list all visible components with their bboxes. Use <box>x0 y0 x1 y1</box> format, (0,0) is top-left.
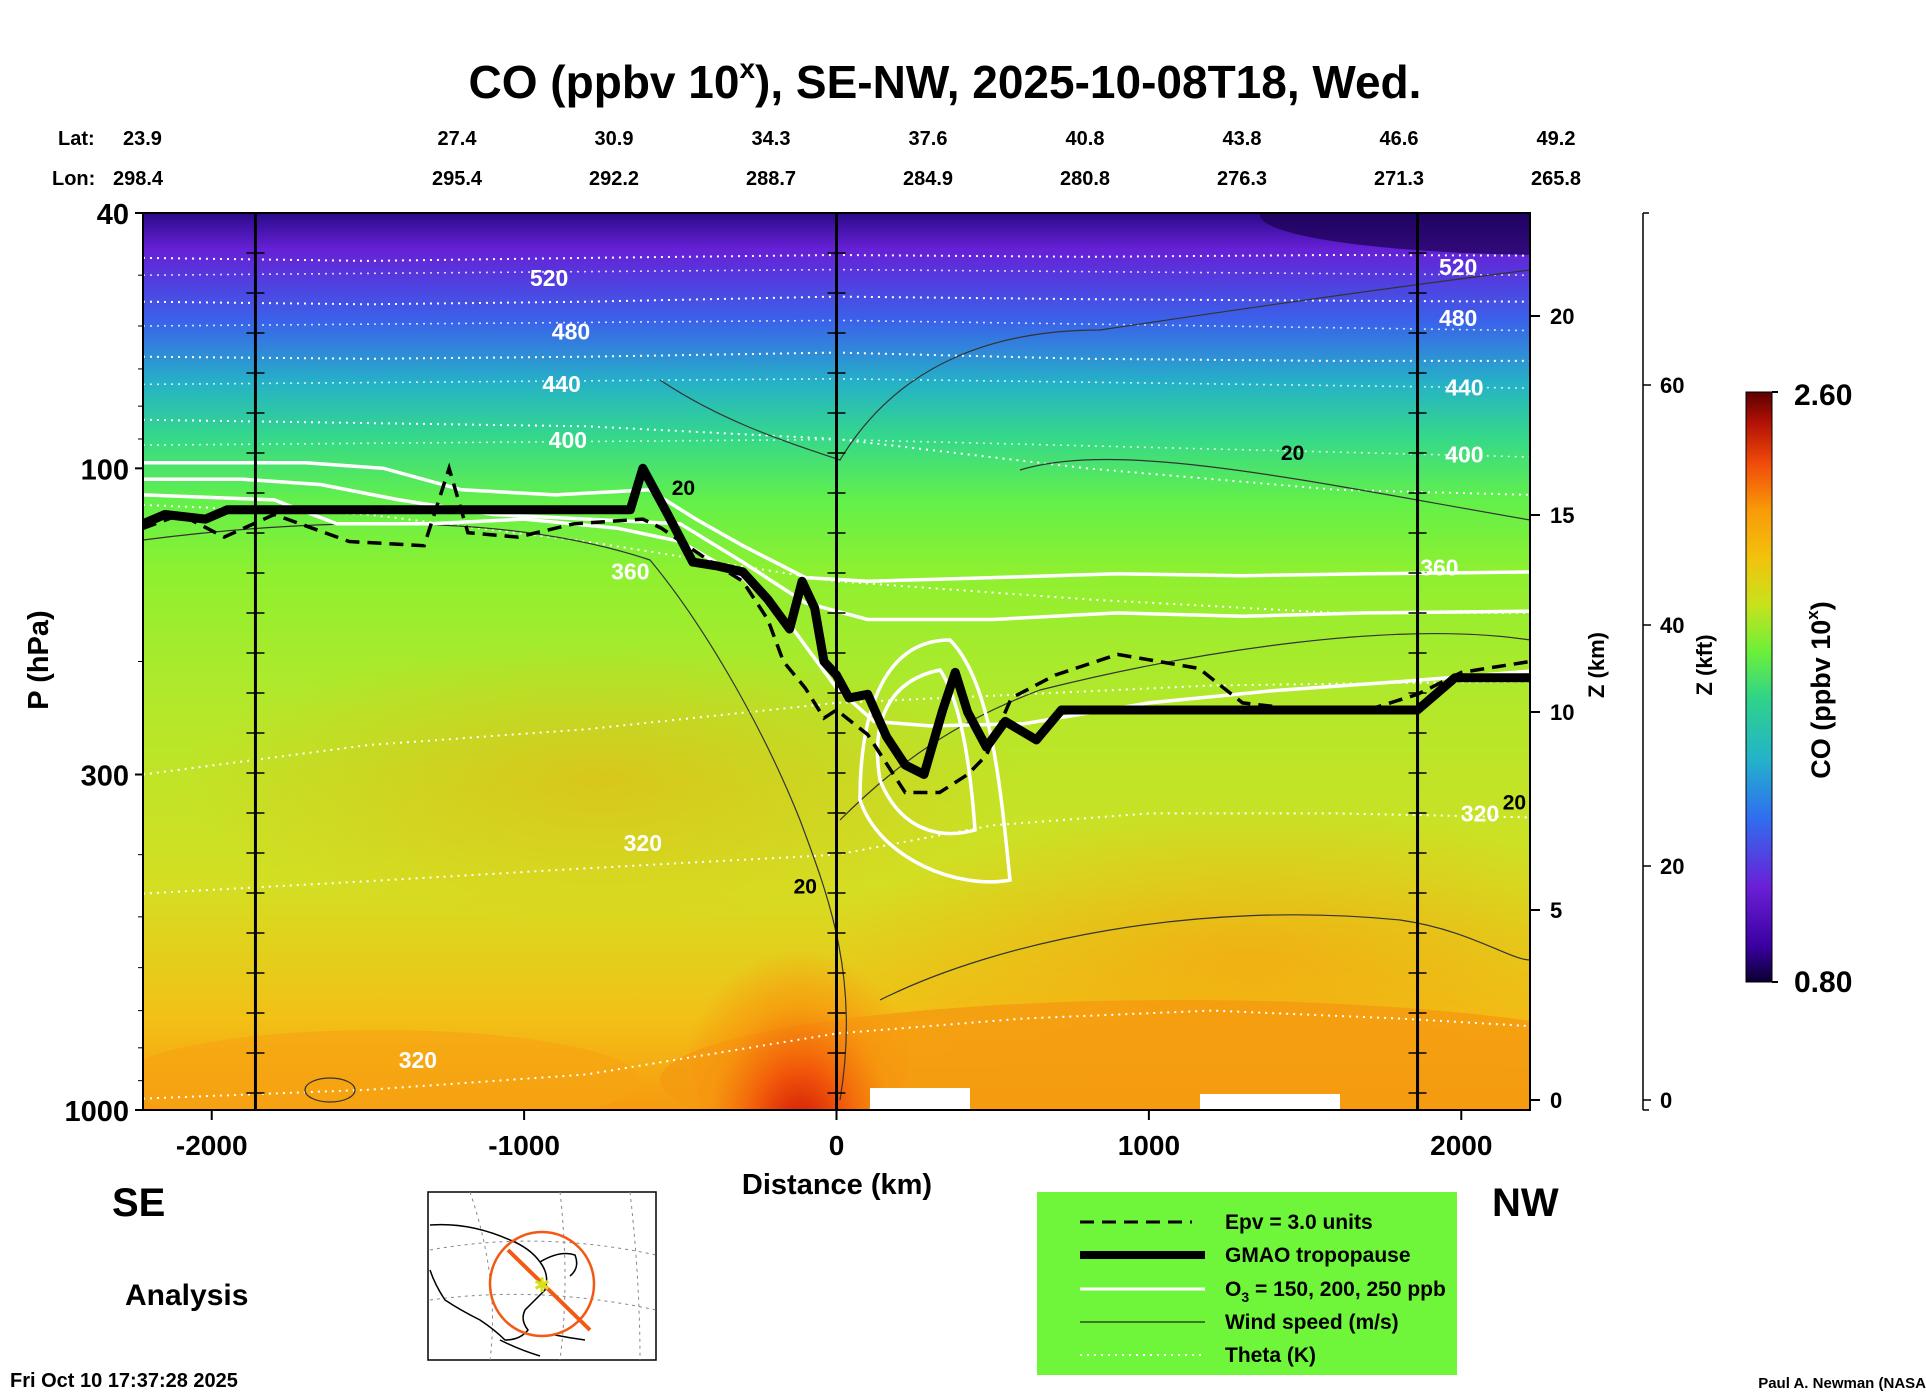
lat-value: 27.4 <box>438 128 478 150</box>
lon-value: 284.9 <box>903 168 953 190</box>
theta-label: 360 <box>611 558 649 584</box>
lon-value: 265.8 <box>1531 168 1581 190</box>
lat-value: 46.6 <box>1380 128 1419 150</box>
inset-map: ✱ <box>427 1191 657 1361</box>
x-tick-label: 0 <box>829 1130 845 1161</box>
wind-contour <box>1019 458 1530 521</box>
legend-item-theta: Theta (K) <box>1225 1344 1316 1367</box>
lat-value: 34.3 <box>752 128 791 150</box>
center-marker-icon: ✱ <box>534 1273 551 1297</box>
lat-value: 30.9 <box>595 128 634 150</box>
theta-label: 520 <box>530 265 568 291</box>
z-tick-label: 15 <box>1550 503 1574 528</box>
x-tick-label: 1000 <box>1118 1130 1180 1161</box>
gmao-tropopause-line <box>143 463 1530 779</box>
zkft-tick-label: 40 <box>1660 613 1684 638</box>
z-km-axis-label: Z (km) <box>1584 632 1609 698</box>
theta-label: 440 <box>542 371 580 397</box>
theta-label: 520 <box>1439 254 1477 280</box>
o3-contour <box>143 460 1530 584</box>
wind-speed-label: 20 <box>1503 791 1526 814</box>
colorbar-label: CO (ppbv 10x) <box>1803 601 1836 779</box>
nw-direction-label: NW <box>1492 1181 1559 1225</box>
domain-circle <box>488 1230 596 1338</box>
z-kft-axis-label: Z (kft) <box>1692 634 1717 695</box>
lon-value: 298.4 <box>113 168 164 190</box>
section-path <box>506 1248 592 1332</box>
wind-contour <box>304 1077 356 1103</box>
legend-item-tropopause: GMAO tropopause <box>1225 1244 1411 1267</box>
z-tick-label: 10 <box>1550 700 1574 725</box>
lat-value: 43.8 <box>1223 128 1262 150</box>
theta-label: 360 <box>1420 555 1458 581</box>
theta-label: 480 <box>1439 305 1477 331</box>
x-tick-label: -1000 <box>488 1130 560 1161</box>
wind-speed-label: 20 <box>1281 442 1304 465</box>
zkft-tick-label: 20 <box>1660 854 1684 879</box>
wind-speed-label: 20 <box>794 876 817 899</box>
colorbar <box>1745 391 1773 983</box>
wind-speed-label: 20 <box>672 477 695 500</box>
lat-value: 23.9 <box>123 128 162 150</box>
lat-value: 37.6 <box>909 128 948 150</box>
wind-contour <box>659 269 1530 461</box>
o3-contour <box>875 668 977 836</box>
theta-contour <box>143 503 1530 614</box>
colorbar-max-label: 2.60 <box>1794 379 1852 412</box>
o3-contour <box>143 477 1530 622</box>
lon-value: 280.8 <box>1060 168 1110 190</box>
footer-credit: Paul A. Newman (NASA <box>1758 1375 1926 1392</box>
theta-contour <box>143 680 1530 776</box>
z-tick-label: 20 <box>1550 304 1574 329</box>
theta-label: 320 <box>624 830 662 856</box>
theta-label: 480 <box>552 319 590 345</box>
theta-label: 320 <box>399 1047 437 1073</box>
theta-label: 320 <box>1461 800 1499 826</box>
p-tick-label: 300 <box>81 760 129 792</box>
x-axis-label: Distance (km) <box>742 1169 932 1201</box>
lon-value: 271.3 <box>1374 168 1424 190</box>
x-tick-label: -2000 <box>176 1130 248 1161</box>
y-axis-label: P (hPa) <box>23 610 55 709</box>
se-direction-label: SE <box>112 1181 165 1225</box>
lat-value: 40.8 <box>1066 128 1105 150</box>
lat-header-label: Lat: <box>58 128 95 150</box>
theta-label: 440 <box>1445 375 1483 401</box>
lon-value: 276.3 <box>1217 168 1267 190</box>
z-tick-label: 0 <box>1550 1088 1562 1113</box>
theta-label: 400 <box>549 427 587 453</box>
lon-value: 288.7 <box>746 168 796 190</box>
wind-contour <box>879 914 1530 1001</box>
legend-item-o3: O3 = 150, 200, 250 ppb <box>1225 1278 1446 1305</box>
colorbar-min-label: 0.80 <box>1794 966 1852 999</box>
wind-contour <box>839 633 1530 821</box>
p-tick-label: 1000 <box>64 1096 129 1128</box>
theta-label: 400 <box>1445 442 1483 468</box>
p-tick-label: 100 <box>81 454 129 486</box>
lon-header-label: Lon: <box>52 168 95 190</box>
lat-value: 49.2 <box>1537 128 1576 150</box>
chart-title: CO (ppbv 10x), SE-NW, 2025-10-08T18, Wed… <box>469 53 1422 108</box>
p-tick-label: 40 <box>97 199 129 231</box>
zkft-tick-label: 0 <box>1660 1088 1672 1113</box>
analysis-label: Analysis <box>125 1279 248 1312</box>
legend-item-wind: Wind speed (m/s) <box>1225 1311 1399 1334</box>
legend: Epv = 3.0 units GMAO tropopause O3 = 150… <box>1037 1192 1457 1375</box>
lon-value: 292.2 <box>589 168 639 190</box>
zkft-tick-label: 60 <box>1660 373 1684 398</box>
z-tick-label: 5 <box>1550 898 1562 923</box>
legend-item-epv: Epv = 3.0 units <box>1225 1211 1373 1234</box>
x-tick-label: 2000 <box>1430 1130 1492 1161</box>
theta-contour <box>143 1009 1530 1100</box>
o3-contour <box>858 638 1012 884</box>
lon-value: 295.4 <box>432 168 483 190</box>
footer-timestamp: Fri Oct 10 17:37:28 2025 <box>10 1370 238 1392</box>
